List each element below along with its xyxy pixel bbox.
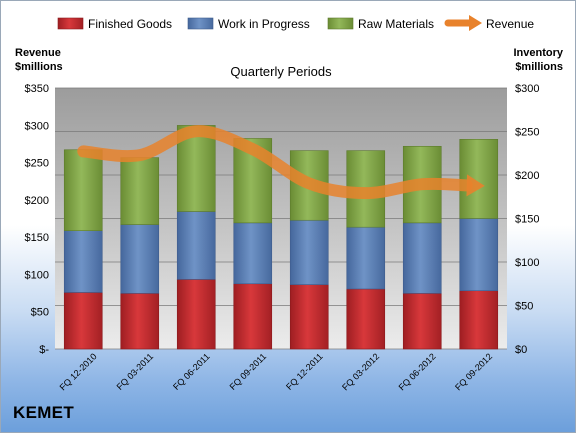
bar-finished-goods [120, 293, 160, 350]
bar-work-in-progress [176, 211, 216, 280]
left-axis-tick-label: $300 [25, 120, 49, 132]
x-axis-tick-label: FQ 03-2012 [340, 351, 381, 392]
legend-item-work-in-progress: Work in Progress [187, 17, 310, 31]
left-axis-title-line1: Revenue [15, 47, 61, 59]
left-axis-tick-label: $250 [25, 158, 49, 170]
bar-finished-goods [176, 279, 216, 350]
right-axis-tick-label: $200 [515, 170, 539, 182]
x-axis-tick-label: FQ 09-2012 [453, 351, 494, 392]
left-axis-tick-label: $100 [25, 269, 49, 281]
left-axis-tick-label: $150 [25, 232, 49, 244]
x-axis-tick-label: FQ 12-2011 [284, 351, 325, 392]
bar-finished-goods [346, 288, 386, 350]
legend-swatch-finished-goods [57, 17, 84, 30]
legend: Finished Goods Work in Progress Raw Mate… [57, 15, 534, 31]
bar-work-in-progress [402, 222, 442, 294]
bar-work-in-progress [233, 222, 273, 285]
x-axis-tick-label: FQ 03-2011 [115, 351, 156, 392]
revenue-arrowhead [466, 174, 485, 197]
bar-work-in-progress [459, 218, 499, 292]
legend-label-work-in-progress: Work in Progress [218, 17, 310, 31]
right-axis-tick-label: $250 [515, 127, 539, 139]
revenue-line [77, 125, 473, 200]
legend-item-finished-goods: Finished Goods [57, 17, 172, 31]
legend-swatch-raw-materials [327, 17, 354, 30]
right-axis-tick-label: $0 [515, 344, 527, 356]
legend-label-raw-materials: Raw Materials [358, 17, 434, 31]
left-axis-tick-label: $- [39, 344, 49, 356]
bar-finished-goods [233, 283, 273, 350]
right-axis-ticks: $0 $50 $100 $150 $200 $250 $300 [515, 83, 539, 356]
bar-raw-materials [120, 157, 160, 225]
legend-swatch-work-in-progress [187, 17, 214, 30]
company-name: KEMET [13, 403, 74, 422]
bar-work-in-progress [289, 219, 329, 285]
bar-work-in-progress [63, 230, 103, 293]
bar-finished-goods [459, 290, 499, 350]
bar-raw-materials [63, 149, 103, 231]
x-axis-tick-label: FQ 06-2011 [171, 351, 212, 392]
right-axis-tick-label: $100 [515, 257, 539, 269]
x-axis-ticks: FQ 12-2010 FQ 03-2011 FQ 06-2011 FQ 09-2011… [58, 351, 495, 392]
left-axis-tick-label: $50 [31, 307, 49, 319]
x-axis-tick-label: FQ 06-2012 [397, 351, 438, 392]
legend-item-raw-materials: Raw Materials [327, 17, 434, 31]
left-axis-ticks: $- $50 $100 $150 $200 $250 $300 $350 [25, 83, 50, 356]
bar-series [63, 125, 499, 350]
left-axis-title-line2: $millions [15, 61, 63, 73]
right-axis-tick-label: $50 [515, 301, 533, 313]
bar-work-in-progress [120, 224, 160, 294]
bar-finished-goods [402, 293, 442, 350]
x-axis-tick-label: FQ 09-2011 [228, 351, 269, 392]
bar-work-in-progress [346, 226, 386, 290]
legend-item-revenue: Revenue [444, 15, 534, 31]
x-axis-tick-label: FQ 12-2010 [58, 351, 99, 392]
right-axis-tick-label: $300 [515, 83, 539, 95]
right-axis-tick-label: $150 [515, 214, 539, 226]
chart-subtitle: Quarterly Periods [230, 64, 332, 79]
right-axis-title-line1: Inventory [513, 47, 563, 59]
left-axis-tick-label: $350 [25, 83, 49, 95]
left-axis-tick-label: $200 [25, 195, 49, 207]
right-axis-title-line2: $millions [515, 61, 563, 73]
bar-finished-goods [289, 284, 329, 350]
legend-arrow-revenue [469, 15, 482, 31]
bar-finished-goods [63, 292, 103, 350]
bar-raw-materials [459, 139, 499, 219]
legend-label-revenue: Revenue [486, 17, 534, 31]
legend-label-finished-goods: Finished Goods [88, 17, 172, 31]
revenue-line-series [77, 125, 485, 200]
